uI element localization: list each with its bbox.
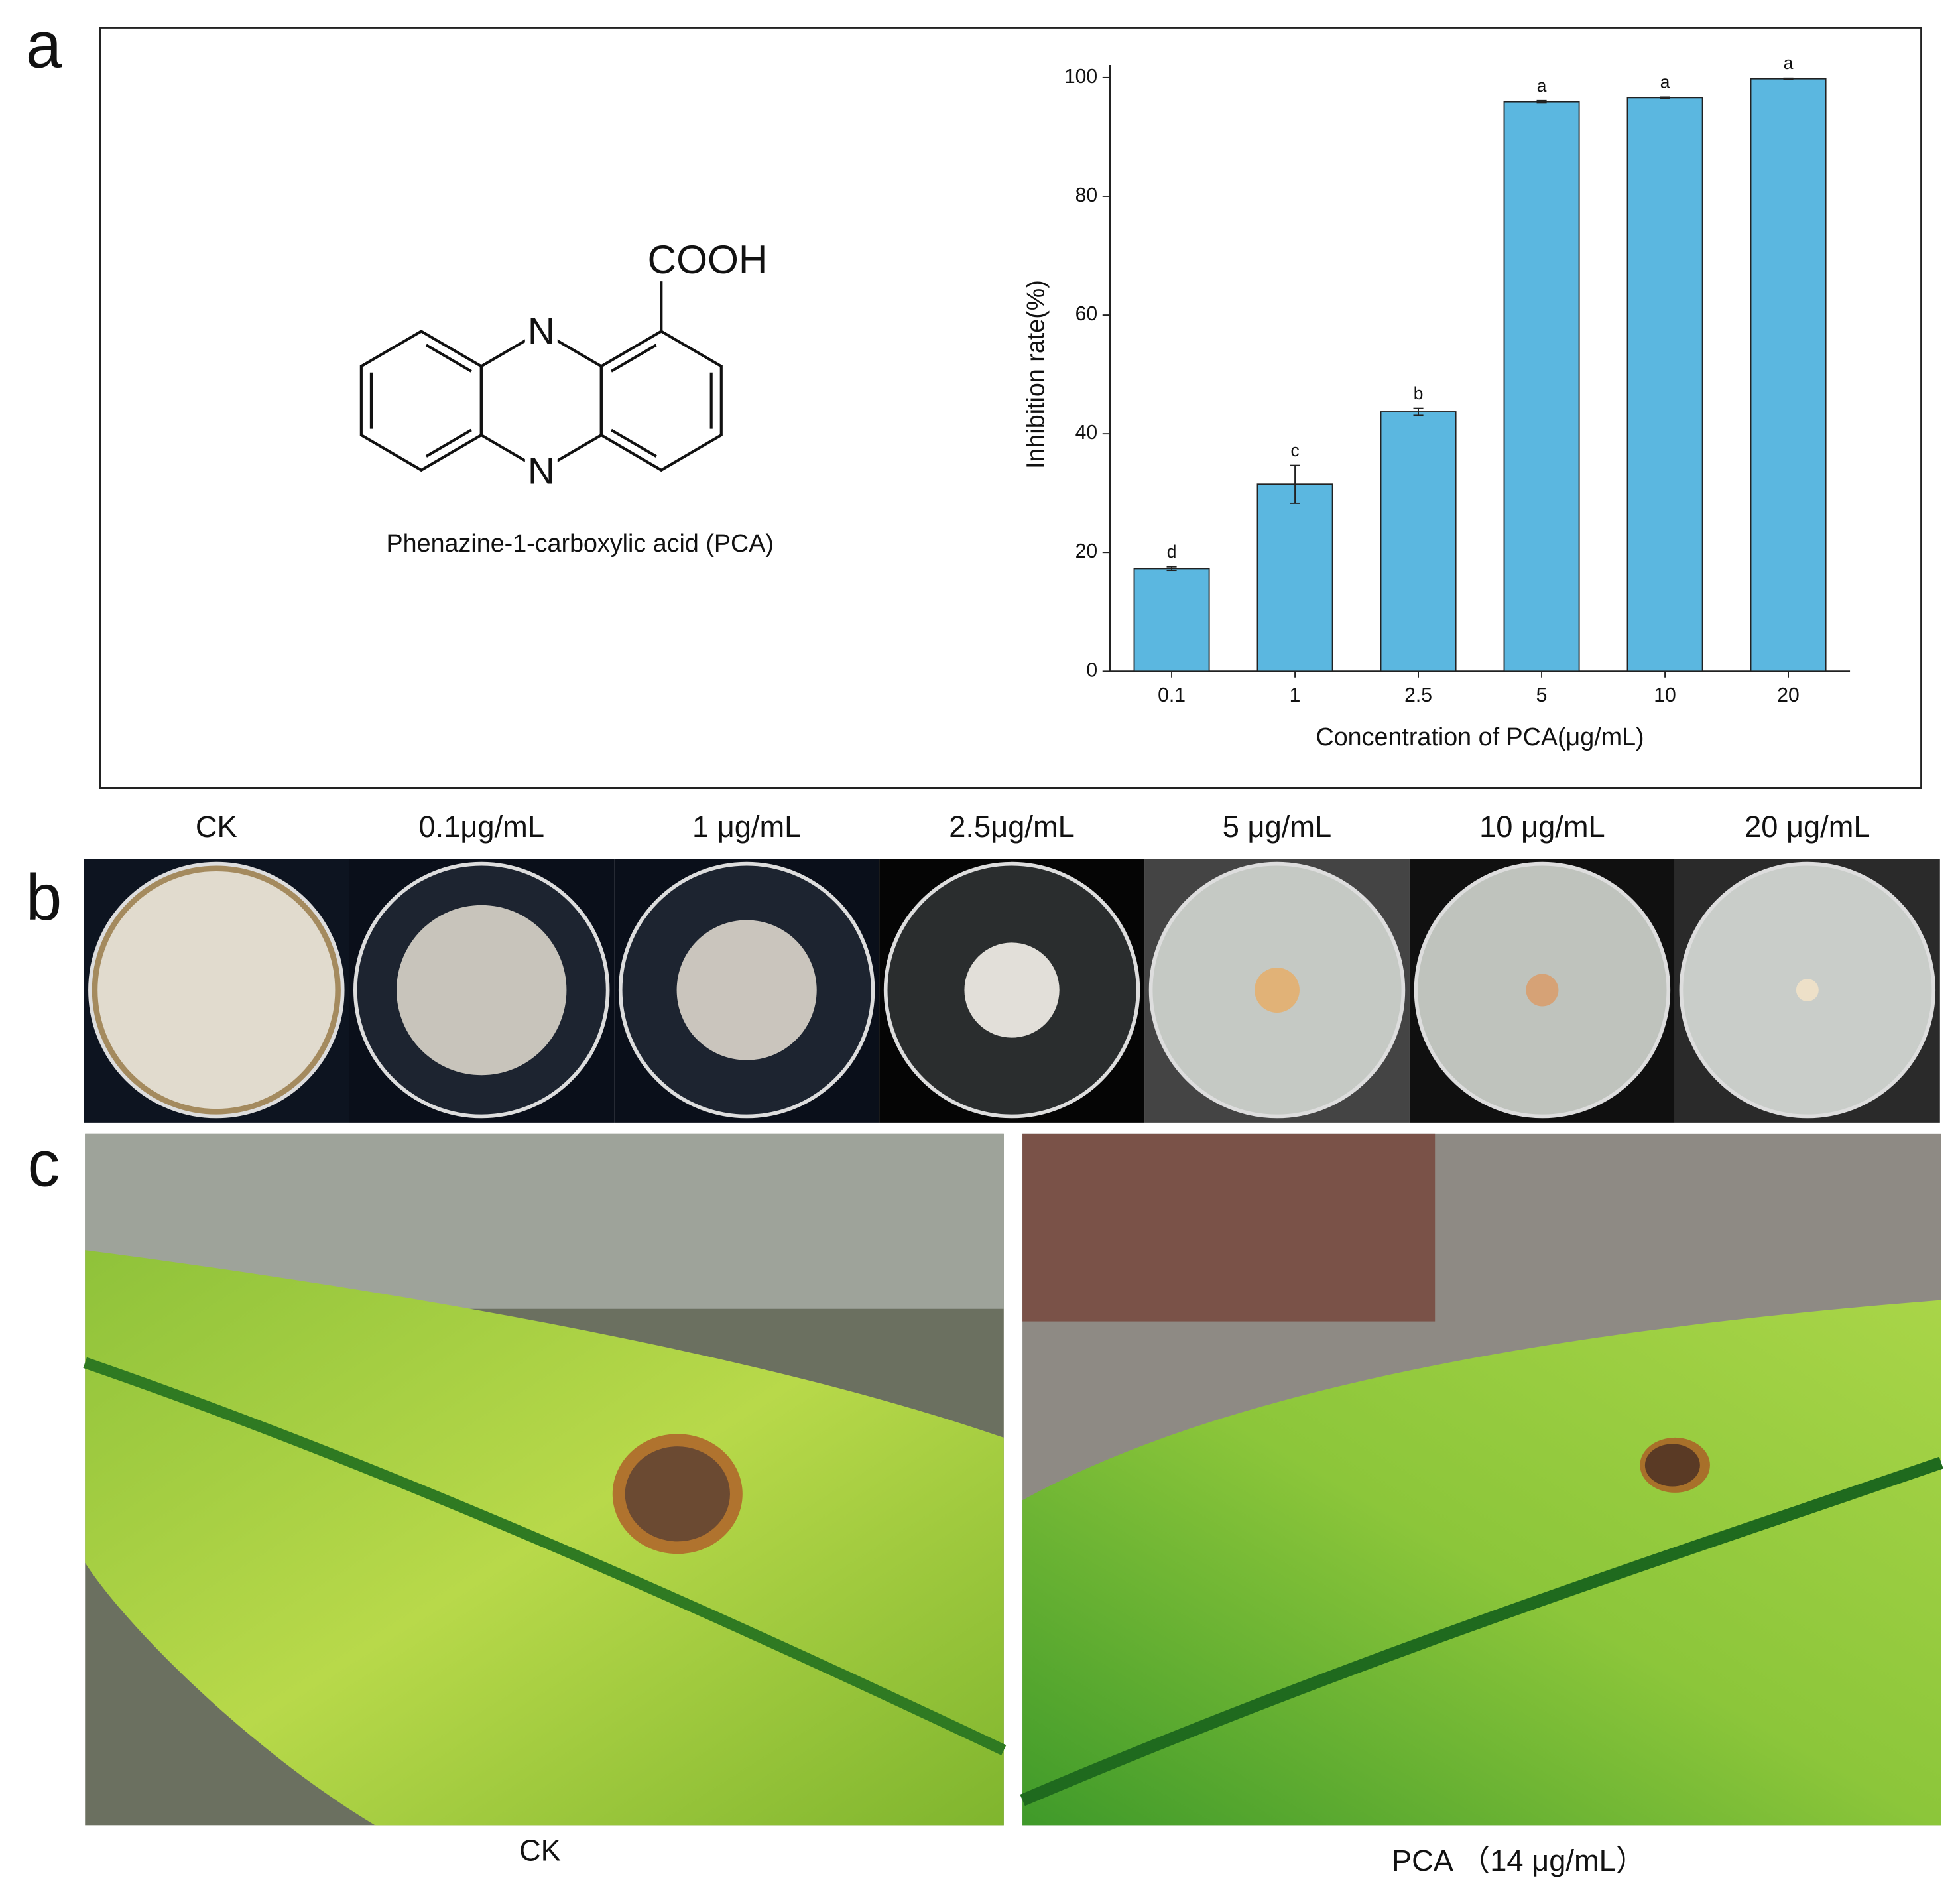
y-tick-label: 80 bbox=[1075, 184, 1098, 206]
plate-label: CK bbox=[196, 810, 237, 844]
leaf-photo bbox=[1020, 1133, 1943, 1826]
bar bbox=[1503, 101, 1580, 672]
significance-label: d bbox=[1167, 542, 1177, 562]
panel-frame bbox=[99, 27, 1922, 789]
panel-label: c bbox=[28, 1127, 60, 1200]
plate-panel: CK 0.1μg/mL 1 μg/mL 2.5μg/mL 5 μg/mL 10 μg/mL… bbox=[84, 810, 1940, 1123]
colony bbox=[1526, 974, 1559, 1007]
colony bbox=[97, 871, 336, 1109]
y-tick-label: 40 bbox=[1075, 422, 1098, 444]
colony bbox=[964, 942, 1060, 1038]
y-tick-label: 100 bbox=[1064, 66, 1097, 88]
plate-label: 2.5μg/mL bbox=[949, 810, 1075, 844]
leaf-photo bbox=[83, 1133, 1007, 1826]
plate-label: 5 μg/mL bbox=[1223, 810, 1331, 844]
photo-label: PCA （14 μg/mL） bbox=[1392, 1844, 1646, 1877]
y-tick-label: 20 bbox=[1075, 540, 1098, 562]
significance-label: a bbox=[1537, 76, 1547, 95]
bar bbox=[1750, 78, 1827, 672]
colony bbox=[676, 920, 817, 1060]
x-tick-label: 1 bbox=[1290, 684, 1301, 706]
panel-label: b bbox=[26, 861, 62, 934]
panel-label: a bbox=[26, 8, 62, 81]
bar bbox=[1626, 97, 1703, 672]
plate-label: 1 μg/mL bbox=[692, 810, 801, 844]
significance-label: c bbox=[1290, 440, 1299, 460]
significance-label: b bbox=[1414, 383, 1424, 403]
x-tick-label: 2.5 bbox=[1404, 684, 1432, 706]
x-axis-label: Concentration of PCA(μg/mL) bbox=[1316, 723, 1644, 751]
y-tick-label: 0 bbox=[1086, 659, 1097, 681]
x-tick-label: 5 bbox=[1536, 684, 1548, 706]
bar bbox=[1133, 568, 1210, 672]
bar-chart: 0 20 40 60 80 100 Inhibition rate(%) Concentrat… bbox=[1022, 53, 1851, 751]
colony bbox=[1796, 979, 1819, 1002]
atom-bg bbox=[524, 315, 558, 350]
atom-label: N bbox=[528, 450, 555, 491]
colony bbox=[397, 905, 567, 1076]
significance-label: a bbox=[1784, 53, 1794, 73]
atom-bg bbox=[524, 452, 558, 490]
y-axis-label: Inhibition rate(%) bbox=[1022, 280, 1050, 469]
bar bbox=[1380, 411, 1457, 672]
compound-name: Phenazine-1-carboxylic acid (PCA) bbox=[387, 529, 774, 557]
x-tick-label: 10 bbox=[1654, 684, 1676, 706]
plate-label: 0.1μg/mL bbox=[418, 810, 544, 844]
x-tick-label: 0.1 bbox=[1158, 684, 1186, 706]
substituent-label: COOH bbox=[648, 237, 768, 282]
x-tick-label: 20 bbox=[1777, 684, 1800, 706]
structure-bonds bbox=[359, 281, 723, 472]
colony bbox=[1255, 968, 1300, 1013]
photo-label: CK bbox=[519, 1834, 561, 1867]
significance-label: a bbox=[1660, 72, 1670, 92]
atom-label: N bbox=[528, 310, 555, 351]
plate-label: 20 μg/mL bbox=[1745, 810, 1870, 844]
bar bbox=[1256, 483, 1333, 672]
plate-label: 10 μg/mL bbox=[1479, 810, 1605, 844]
y-tick-label: 60 bbox=[1075, 303, 1098, 325]
